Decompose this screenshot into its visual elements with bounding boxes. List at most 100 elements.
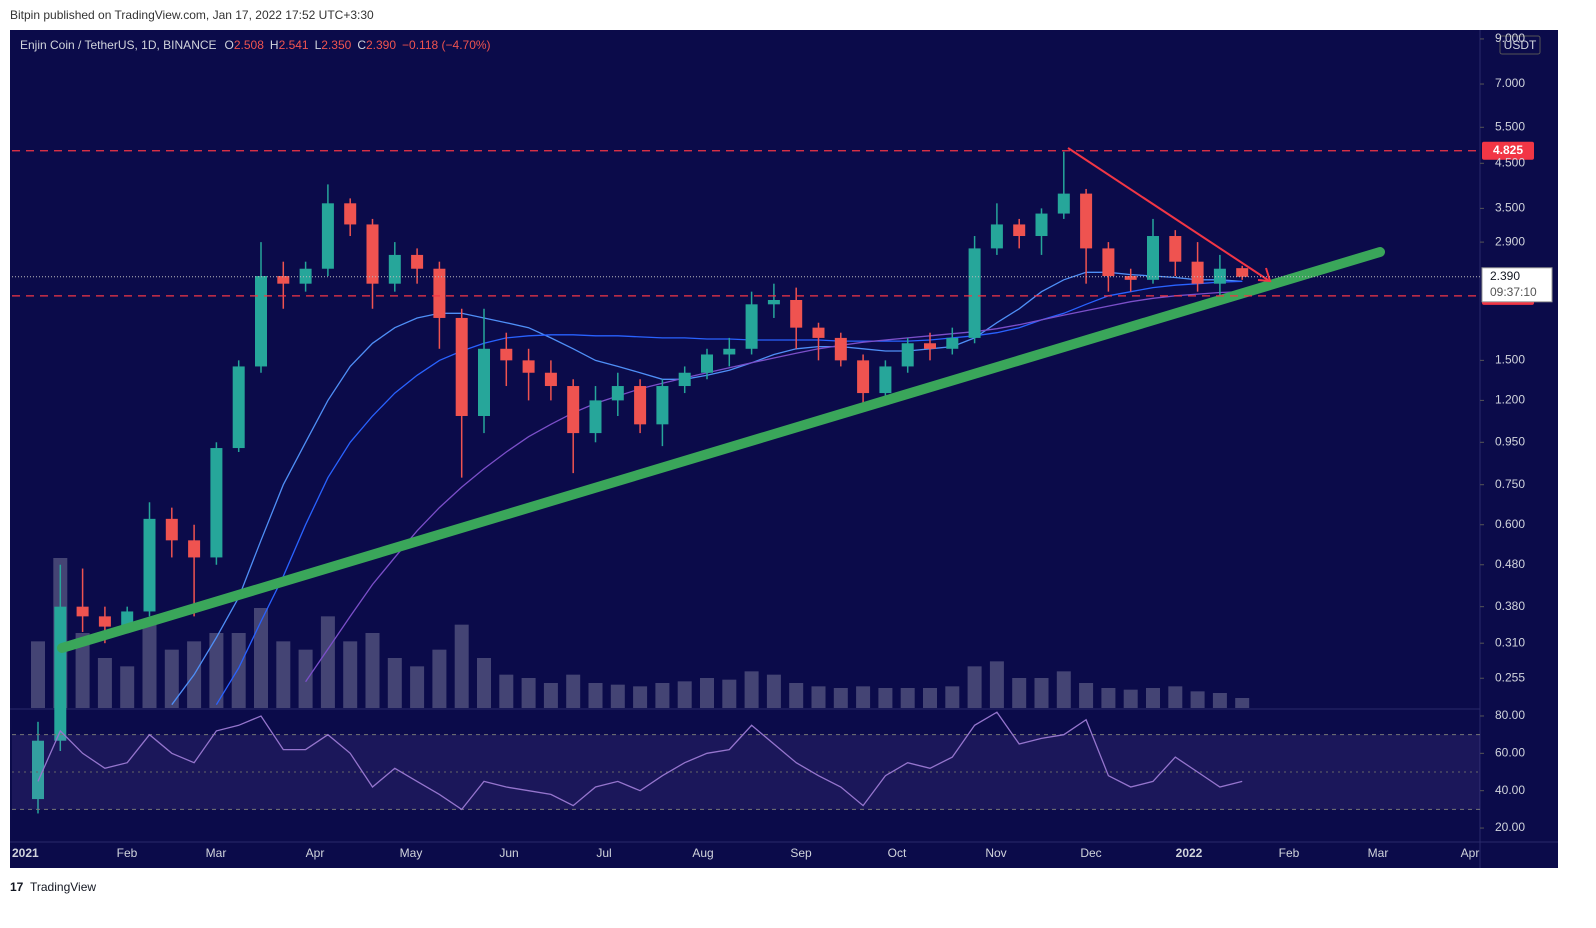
y-tick-label: 0.480 bbox=[1495, 557, 1525, 571]
volume-bar bbox=[1123, 689, 1138, 708]
volume-bar bbox=[677, 681, 692, 708]
volume-bar bbox=[387, 658, 402, 708]
y-tick-label: 5.500 bbox=[1495, 119, 1525, 133]
candle-body bbox=[901, 343, 914, 367]
y-tick-label: 2.900 bbox=[1495, 234, 1525, 248]
chart-background bbox=[10, 30, 1558, 868]
countdown: 09:37:10 bbox=[1490, 285, 1537, 299]
volume-bar bbox=[543, 683, 558, 708]
x-tick-label: Feb bbox=[1279, 846, 1300, 860]
volume-bar bbox=[31, 641, 45, 708]
volume-bar bbox=[588, 683, 603, 708]
y-tick-label: 9.000 bbox=[1495, 31, 1525, 45]
candle-body bbox=[1102, 248, 1115, 277]
candle-body bbox=[433, 268, 446, 318]
ohlc-key: L bbox=[315, 38, 322, 52]
y-tick-label: 1.500 bbox=[1495, 353, 1525, 367]
rsi-tick-label: 60.00 bbox=[1495, 746, 1525, 760]
candle-body bbox=[879, 366, 892, 394]
candle-body bbox=[344, 203, 357, 225]
volume-bar bbox=[566, 674, 581, 708]
volume-bar bbox=[878, 688, 893, 708]
volume-bar bbox=[1190, 691, 1205, 708]
volume-bar bbox=[164, 649, 179, 708]
candle-body bbox=[32, 740, 44, 800]
currency-badge bbox=[1499, 35, 1541, 55]
volume-bar bbox=[1012, 678, 1027, 708]
ohlc-key: O bbox=[225, 38, 234, 52]
volume-bar bbox=[900, 688, 915, 708]
published-note: Bitpin published on TradingView.com, Jan… bbox=[10, 8, 374, 22]
candle-body bbox=[656, 386, 669, 425]
volume-bar bbox=[1146, 688, 1160, 708]
ohlc-key: H bbox=[270, 38, 279, 52]
volume-bar bbox=[700, 678, 714, 708]
candle-body bbox=[834, 337, 847, 361]
volume-bar bbox=[410, 666, 425, 708]
rsi-tick-label: 80.00 bbox=[1495, 708, 1525, 722]
candle-body bbox=[232, 366, 245, 449]
x-tick-label: Nov bbox=[985, 846, 1006, 860]
volume-bar bbox=[989, 661, 1004, 708]
candle-body bbox=[277, 276, 290, 284]
volume-bar bbox=[722, 679, 737, 708]
candle-body bbox=[522, 360, 535, 373]
volume-bar bbox=[1212, 693, 1227, 708]
candle-body bbox=[1080, 193, 1093, 249]
volume-bar bbox=[343, 641, 358, 708]
x-tick-label: Oct bbox=[888, 846, 907, 860]
volume-bar bbox=[811, 686, 826, 708]
candle-body bbox=[968, 248, 981, 338]
volume-bar bbox=[276, 641, 291, 708]
candle-body bbox=[366, 224, 379, 284]
ohlc-value: 2.390 bbox=[366, 38, 396, 52]
candle-body bbox=[857, 360, 870, 394]
volume-bar bbox=[75, 633, 90, 708]
volume-bar bbox=[320, 616, 335, 708]
candle-body bbox=[143, 518, 156, 612]
ohlc-key: C bbox=[357, 38, 366, 52]
candle-body bbox=[1035, 213, 1048, 237]
candle-body bbox=[589, 400, 602, 434]
volume-bar bbox=[633, 686, 648, 708]
candle-body bbox=[946, 337, 959, 349]
x-tick-label: Sep bbox=[790, 846, 812, 860]
volume-bar bbox=[254, 608, 268, 708]
x-tick-label: Apr bbox=[1461, 846, 1480, 860]
candle-body bbox=[299, 268, 312, 284]
rsi-tick-label: 40.00 bbox=[1495, 783, 1525, 797]
volume-bar bbox=[499, 674, 514, 708]
volume-bar bbox=[120, 666, 135, 708]
volume-bar bbox=[856, 686, 871, 708]
resistance-trendline bbox=[1067, 147, 1269, 281]
moving-average bbox=[305, 291, 1243, 683]
volume-bar bbox=[923, 688, 937, 708]
volume-bar bbox=[833, 688, 848, 708]
volume-bar bbox=[744, 671, 759, 708]
candle-body bbox=[98, 616, 111, 627]
candle-body bbox=[1236, 268, 1249, 277]
ohlc-value: 2.508 bbox=[234, 38, 264, 52]
logo-mark: 17 bbox=[10, 880, 24, 894]
y-tick-label: 0.310 bbox=[1495, 635, 1525, 649]
candle-body bbox=[165, 518, 178, 541]
volume-bar bbox=[298, 649, 313, 708]
candle-body bbox=[1169, 236, 1182, 262]
candle-body bbox=[54, 606, 67, 741]
candle-body bbox=[255, 276, 267, 367]
x-tick-label: Mar bbox=[206, 846, 227, 860]
volume-bar bbox=[945, 686, 960, 708]
volume-bar bbox=[1168, 686, 1183, 708]
volume-bar bbox=[1056, 671, 1071, 708]
volume-bar bbox=[477, 658, 491, 708]
candle-body bbox=[611, 386, 624, 401]
candle-body bbox=[1124, 276, 1137, 280]
candle-body bbox=[790, 300, 803, 328]
y-tick-label: 1.200 bbox=[1495, 393, 1525, 407]
currency-label: USDT bbox=[1504, 38, 1537, 52]
volume-bar bbox=[789, 683, 804, 708]
x-tick-label: Jul bbox=[596, 846, 611, 860]
level-badge bbox=[1482, 141, 1534, 160]
x-tick-label: Mar bbox=[1368, 846, 1389, 860]
